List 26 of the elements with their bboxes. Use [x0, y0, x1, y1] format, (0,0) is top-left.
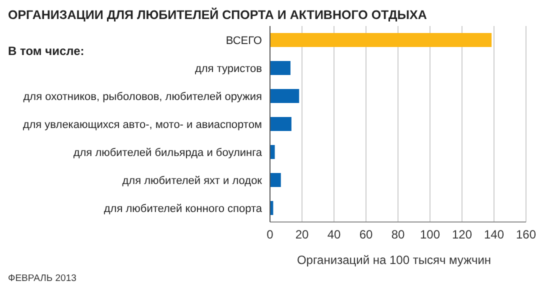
y-tick-label: для увлекающихся авто-, мото- и авиаспортом	[22, 119, 262, 131]
y-tick-label: для охотников, рыболовов, любителей оружия	[23, 91, 262, 103]
x-tick-label: 120	[452, 228, 472, 242]
x-axis-title: Организаций на 100 тысяч мужчин	[296, 253, 492, 267]
y-tick-label: для любителей конного спорта	[104, 203, 263, 215]
x-tick-label: 40	[327, 228, 341, 242]
text: В том числе:	[8, 44, 84, 58]
y-tick-label: ВСЕГО	[226, 35, 262, 47]
y-tick-label: для любителей яхт и лодок	[122, 175, 262, 187]
y-tick-label: для любителей бильярда и боулинга	[73, 147, 263, 159]
x-tick-label: 80	[391, 228, 405, 242]
x-tick-label: 100	[420, 228, 440, 242]
bar	[270, 145, 275, 159]
bar	[270, 33, 492, 47]
bar	[270, 117, 292, 131]
x-tick-label: 160	[516, 228, 536, 242]
chart-title: ОРГАНИЗАЦИИ ДЛЯ ЛЮБИТЕЛЕЙ СПОРТА И АКТИВНОГО ОТДЫХА	[8, 8, 427, 22]
bar	[270, 173, 281, 187]
text: ФЕВРАЛЬ 2013	[8, 273, 76, 284]
x-tick-label: 60	[359, 228, 373, 242]
bar	[270, 89, 300, 103]
y-tick-label: для туристов	[194, 63, 262, 75]
x-tick-label: 140	[484, 228, 504, 242]
x-tick-label: 20	[295, 228, 309, 242]
bar	[270, 61, 290, 75]
x-tick-label: 0	[266, 228, 274, 242]
